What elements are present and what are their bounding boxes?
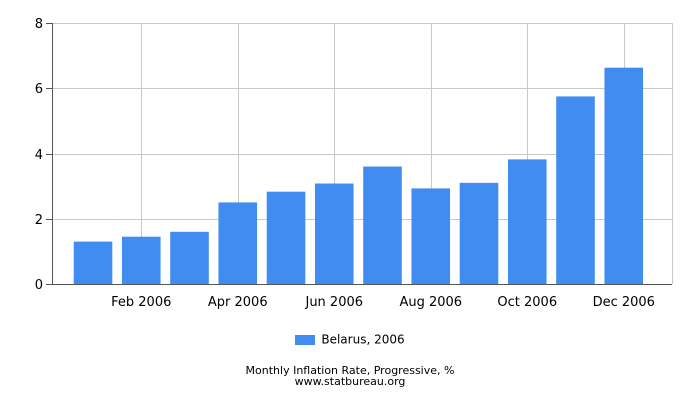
y-tick-label: 0 <box>35 278 43 293</box>
bar-oct-2006 <box>507 159 547 284</box>
bar-sep-2006 <box>459 182 499 284</box>
bar-dec-2006 <box>604 67 644 284</box>
bar-jun-2006 <box>314 183 354 284</box>
bar-jan-2006 <box>73 241 113 284</box>
y-tick-label: 4 <box>35 148 43 163</box>
bar-apr-2006 <box>218 202 258 284</box>
bar-aug-2006 <box>411 188 451 284</box>
x-tick-labels: Feb 2006 Apr 2006 Jun 2006 Aug 2006 Oct 2006… <box>111 295 655 310</box>
legend: Belarus, 2006 <box>0 332 700 347</box>
bar-jul-2006 <box>363 166 402 284</box>
x-tick-label: Oct 2006 <box>497 295 557 310</box>
x-tick-label: Jun 2006 <box>304 295 363 310</box>
bars <box>73 67 644 284</box>
x-tick-label: Dec 2006 <box>593 295 655 310</box>
x-tick-label: Aug 2006 <box>399 295 462 310</box>
bar-may-2006 <box>266 191 306 284</box>
bar-chart: 0 2 4 6 8 Feb 2006 Apr 2006 Jun 2006 Aug 2006 Oc… <box>35 17 673 310</box>
x-tick-label: Feb 2006 <box>111 295 171 310</box>
axes <box>46 23 672 285</box>
y-tick-labels: 0 2 4 6 8 <box>35 17 43 293</box>
x-tick-label: Apr 2006 <box>208 295 268 310</box>
bar-feb-2006 <box>121 236 161 284</box>
y-tick-label: 2 <box>35 213 43 228</box>
y-tick-label: 6 <box>35 82 43 97</box>
y-tick-label: 8 <box>35 17 43 32</box>
chart-source: www.statbureau.org <box>294 375 406 388</box>
legend-swatch <box>295 334 316 345</box>
bar-mar-2006 <box>170 231 209 284</box>
legend-label: Belarus, 2006 <box>321 332 405 347</box>
grid-lines <box>52 23 673 285</box>
bar-nov-2006 <box>556 96 595 284</box>
chart-title: Monthly Inflation Rate, Progressive, % <box>245 364 455 377</box>
